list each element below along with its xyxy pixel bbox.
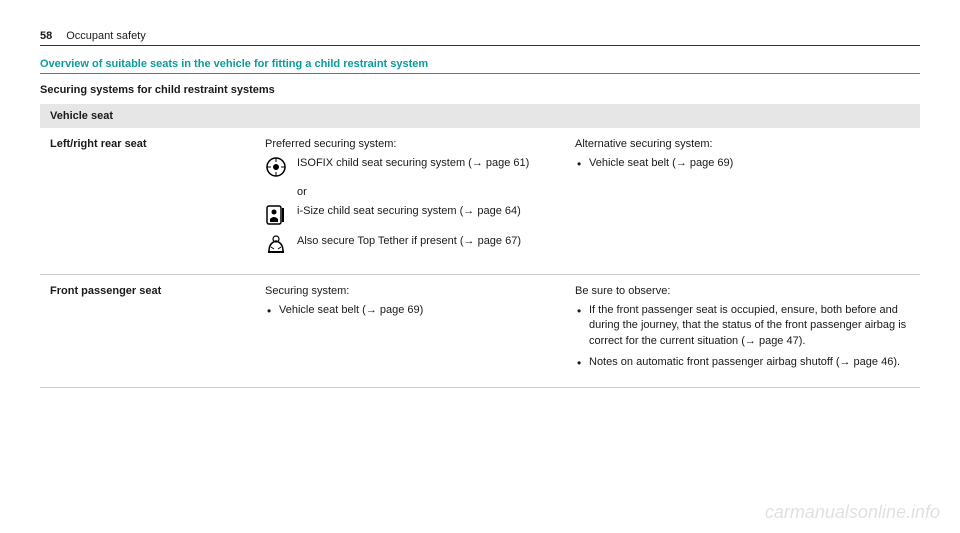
page-header: 58 Occupant safety (40, 30, 920, 46)
alternative-system-label: Alternative securing system: (575, 138, 910, 150)
list-item: If the front passenger seat is occupied,… (575, 303, 910, 349)
isofix-text: ISOFIX child seat securing system (→ pag… (297, 156, 555, 171)
section-title: Overview of suitable seats in the vehicl… (40, 58, 920, 74)
list-item: Vehicle seat belt (→ page 69) (575, 156, 910, 171)
row1-col3: Alternative securing system: Vehicle sea… (575, 138, 910, 264)
table-row: Front passenger seat Securing system: Ve… (40, 275, 920, 388)
row2-label: Front passenger seat (50, 285, 265, 377)
row1-col2: Preferred securing system: ISOFIX child … (265, 138, 575, 264)
row1-label: Left/right rear seat (50, 138, 265, 264)
isofix-icon (265, 156, 287, 178)
tether-icon (265, 234, 287, 256)
preferred-system-label: Preferred securing system: (265, 138, 555, 150)
isize-text: i-Size child seat securing system (→ pag… (297, 204, 555, 219)
observe-label: Be sure to observe: (575, 285, 910, 297)
row2-col2: Securing system: Vehicle seat belt (→ pa… (265, 285, 575, 377)
list-item: Vehicle seat belt (→ page 69) (265, 303, 555, 318)
page-number: 58 (40, 30, 52, 42)
table-header: Vehicle seat (40, 104, 920, 128)
watermark: carmanualsonline.info (765, 502, 940, 523)
tether-text: Also secure Top Tether if present (→ pag… (297, 234, 555, 249)
isofix-line: ISOFIX child seat securing system (→ pag… (265, 156, 555, 178)
section-name: Occupant safety (66, 30, 146, 42)
table-row: Left/right rear seat Preferred securing … (40, 128, 920, 275)
isize-line: i-Size child seat securing system (→ pag… (265, 204, 555, 226)
list-item: Notes on automatic front passenger airba… (575, 355, 910, 370)
row2-col3: Be sure to observe: If the front passeng… (575, 285, 910, 377)
tether-line: Also secure Top Tether if present (→ pag… (265, 234, 555, 256)
isize-icon (265, 204, 287, 226)
securing-system-label: Securing system: (265, 285, 555, 297)
or-text: or (297, 186, 555, 198)
subtitle: Securing systems for child restraint sys… (40, 84, 920, 96)
